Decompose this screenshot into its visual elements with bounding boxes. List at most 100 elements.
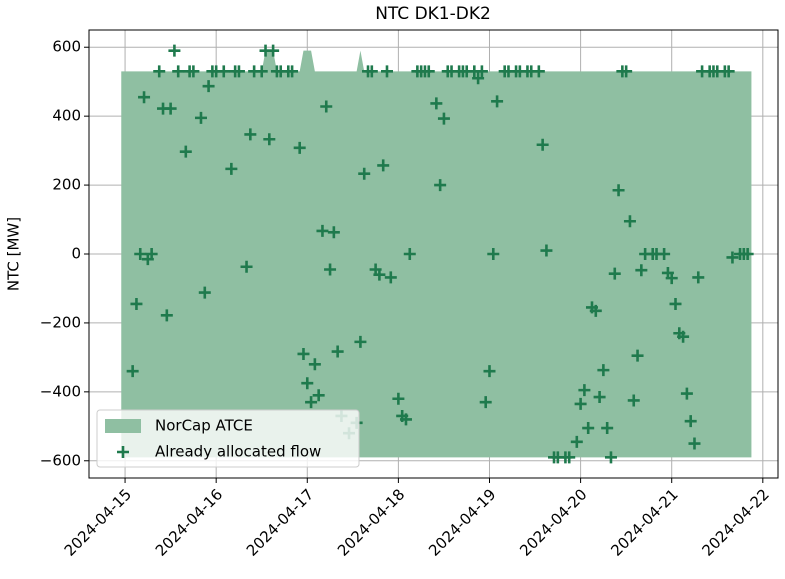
y-tick-label: 600 <box>52 38 81 56</box>
x-tick-label: 2024-04-18 <box>334 485 408 559</box>
marker <box>187 65 200 78</box>
marker <box>582 422 595 435</box>
x-tick-label: 2024-04-15 <box>61 485 135 559</box>
marker <box>373 268 386 281</box>
marker <box>631 349 644 362</box>
marker <box>293 141 306 154</box>
plot-data <box>121 44 754 464</box>
x-tick-label: 2024-04-19 <box>425 485 499 559</box>
marker <box>255 65 268 78</box>
marker <box>680 387 693 400</box>
marker <box>574 397 587 410</box>
y-axis-label: NTC [MW] <box>5 217 23 291</box>
marker <box>472 72 485 85</box>
legend-marker <box>117 446 129 458</box>
marker <box>392 392 405 405</box>
marker <box>316 224 329 237</box>
marker <box>627 394 640 407</box>
marker <box>126 365 139 378</box>
marker <box>160 309 173 322</box>
marker <box>202 80 215 93</box>
y-tick-label: −400 <box>40 382 81 400</box>
marker <box>430 97 443 110</box>
marker <box>623 215 636 228</box>
marker <box>658 248 671 260</box>
marker <box>669 297 682 310</box>
marker <box>225 162 238 175</box>
marker <box>536 138 549 151</box>
marker <box>286 65 299 78</box>
marker <box>635 264 648 277</box>
marker <box>677 330 690 343</box>
marker <box>620 65 633 78</box>
legend-box <box>96 409 360 468</box>
y-tick-label: −600 <box>40 451 81 469</box>
marker <box>532 65 545 78</box>
marker <box>327 226 340 239</box>
marker <box>434 179 447 192</box>
marker <box>365 65 378 78</box>
marker <box>475 65 488 78</box>
marker <box>194 111 207 124</box>
marker <box>130 297 143 310</box>
marker <box>578 384 591 397</box>
marker <box>540 244 553 257</box>
marker <box>377 159 390 172</box>
marker <box>354 335 367 348</box>
x-tick-label: 2024-04-21 <box>607 485 681 559</box>
y-tick-label: −200 <box>40 313 81 331</box>
marker <box>263 133 276 146</box>
chart-title: NTC DK1-DK2 <box>375 4 491 24</box>
marker <box>168 44 181 57</box>
legend-label: Already allocated flow <box>155 443 321 461</box>
marker <box>483 365 496 378</box>
marker <box>164 102 177 115</box>
marker <box>331 345 344 358</box>
marker <box>240 260 253 273</box>
marker <box>305 396 318 409</box>
marker <box>324 263 337 276</box>
marker <box>479 396 492 409</box>
marker <box>722 65 735 78</box>
y-tick-label: 200 <box>52 176 81 194</box>
marker <box>399 413 412 426</box>
marker <box>138 91 151 104</box>
x-tick-label: 2024-04-20 <box>516 485 590 559</box>
marker <box>384 271 397 284</box>
marker <box>232 65 245 78</box>
marker <box>358 167 371 180</box>
marker <box>380 65 393 78</box>
marker <box>570 435 583 448</box>
marker <box>134 248 147 260</box>
marker <box>422 65 435 78</box>
marker <box>320 100 333 113</box>
marker <box>179 145 192 158</box>
marker <box>665 272 678 285</box>
marker <box>487 248 500 260</box>
legend: NorCap ATCE Already allocated flow <box>96 409 360 468</box>
marker <box>597 364 610 377</box>
marker <box>403 248 416 260</box>
y-tick-label: 400 <box>52 107 81 125</box>
legend-swatch <box>105 419 141 433</box>
marker <box>172 65 185 78</box>
marker <box>608 267 621 280</box>
marker <box>604 451 617 464</box>
marker <box>217 65 230 78</box>
marker <box>593 391 606 404</box>
marker <box>244 128 257 141</box>
marker <box>153 65 166 78</box>
marker <box>301 377 314 390</box>
marker <box>726 251 739 264</box>
plot-frame <box>88 29 779 479</box>
marker <box>267 44 280 57</box>
marker <box>612 184 625 197</box>
marker <box>297 347 310 360</box>
marker <box>601 422 614 435</box>
x-tick-label: 2024-04-22 <box>698 485 772 559</box>
legend-label: NorCap ATCE <box>155 417 253 435</box>
marker <box>563 451 576 464</box>
marker <box>198 286 211 299</box>
x-tick-label: 2024-04-16 <box>152 485 226 559</box>
